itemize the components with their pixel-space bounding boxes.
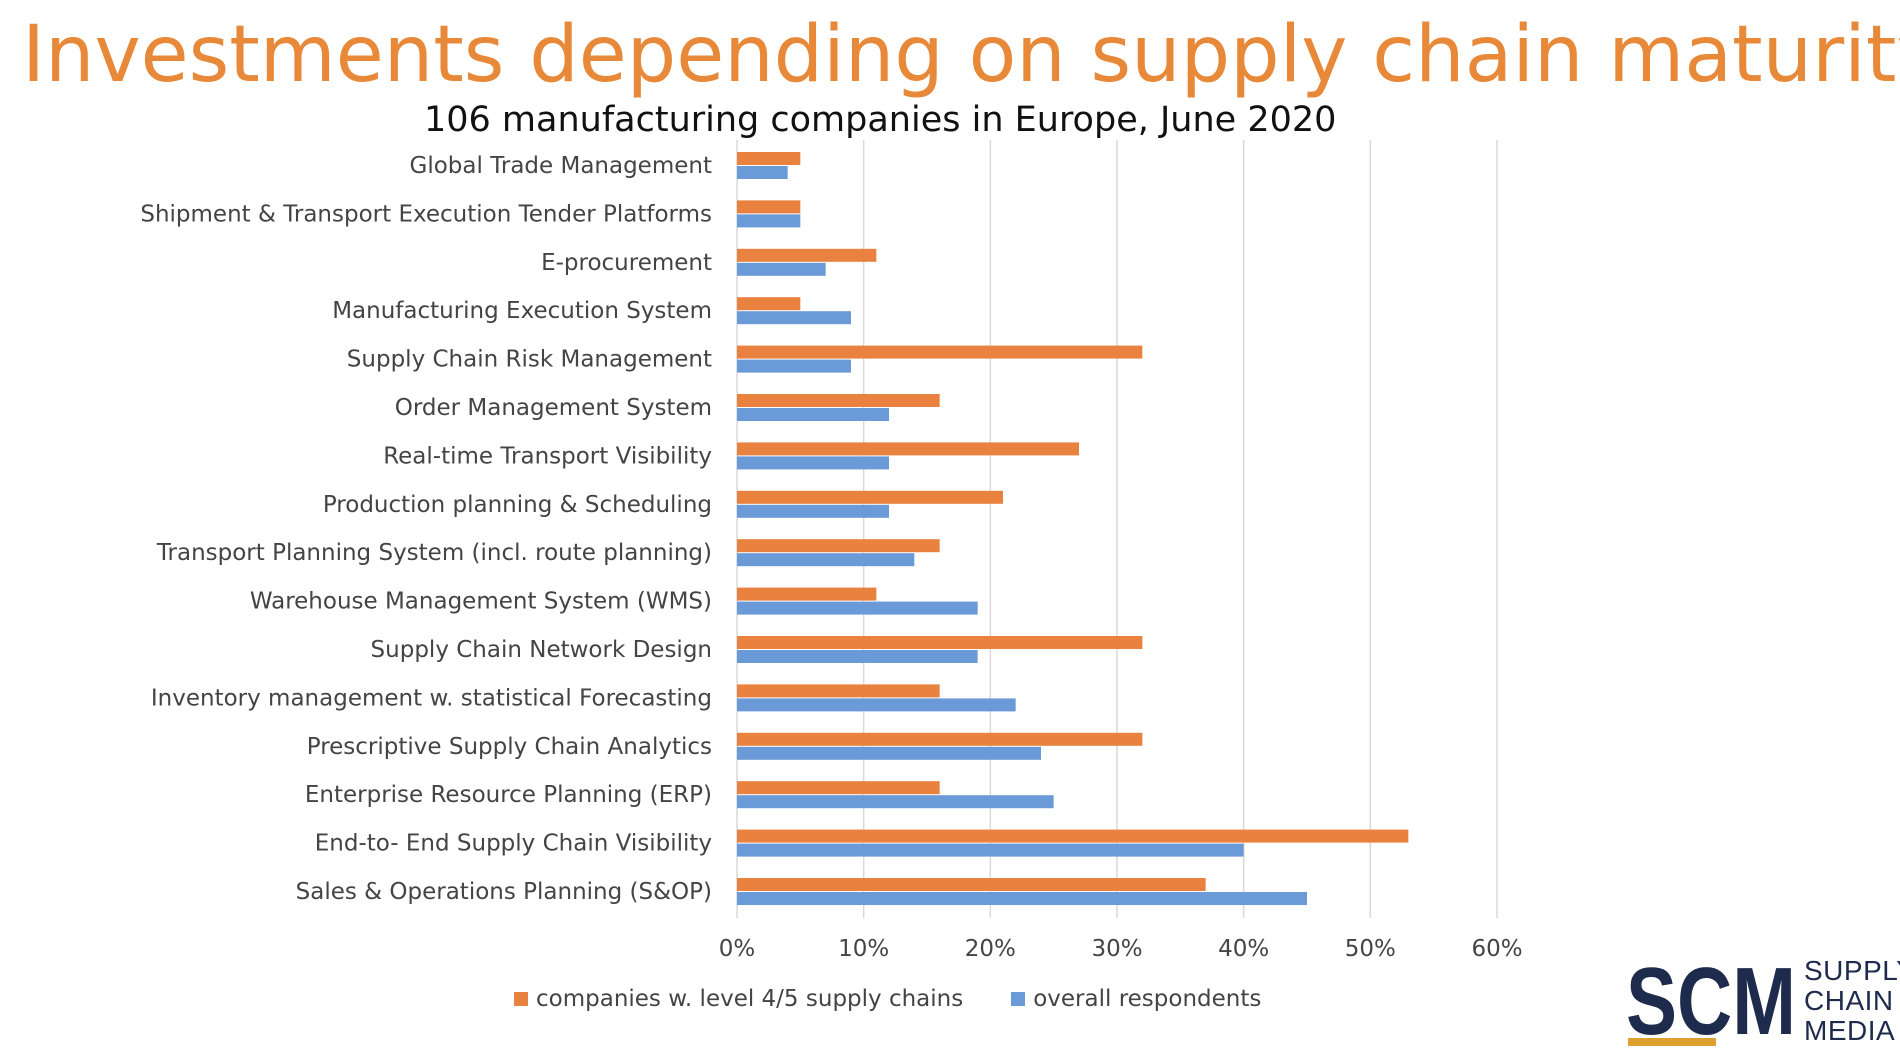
bar-overall xyxy=(737,456,889,470)
legend-swatch-level45 xyxy=(514,992,528,1006)
category-label: Real-time Transport Visibility xyxy=(383,443,712,469)
category-labels: Global Trade Management Shipment & Transp… xyxy=(140,153,712,905)
category-label: Production planning & Scheduling xyxy=(323,492,712,518)
category-label: Supply Chain Risk Management xyxy=(347,347,712,373)
x-tick-label: 0% xyxy=(719,936,756,962)
bar-overall xyxy=(737,166,788,179)
bar-level45 xyxy=(737,248,877,262)
category-label: Supply Chain Network Design xyxy=(371,637,712,663)
category-label: Prescriptive Supply Chain Analytics xyxy=(307,734,712,760)
x-tick-label: 10% xyxy=(838,936,889,962)
x-tick-label: 50% xyxy=(1345,936,1396,962)
logo-underline xyxy=(1628,1038,1716,1046)
bar-overall xyxy=(737,698,1016,712)
bar-level45 xyxy=(737,200,801,214)
bar-level45 xyxy=(737,152,801,165)
bar-level45 xyxy=(737,781,940,795)
bar-level45 xyxy=(737,684,940,698)
bar-overall xyxy=(737,746,1041,760)
bar-level45 xyxy=(737,490,1003,504)
bar-overall xyxy=(737,262,826,276)
bar-level45 xyxy=(737,345,1143,359)
category-label: Manufacturing Execution System xyxy=(332,298,712,324)
legend-item-level45: companies w. level 4/5 supply chains xyxy=(514,986,963,1012)
legend: companies w. level 4/5 supply chains ove… xyxy=(514,986,1261,1012)
bar-level45 xyxy=(737,442,1079,456)
x-tick-label: 20% xyxy=(965,936,1016,962)
category-label: E-procurement xyxy=(541,250,712,276)
slide-title: Investments depending on supply chain ma… xyxy=(22,10,1900,100)
category-label: Shipment & Transport Execution Tender Pl… xyxy=(140,201,712,227)
legend-swatch-overall xyxy=(1011,992,1026,1006)
bar-level45 xyxy=(737,587,877,601)
bar-level45 xyxy=(737,829,1409,843)
x-tick-label: 60% xyxy=(1471,936,1522,962)
category-label: Enterprise Resource Planning (ERP) xyxy=(305,782,712,808)
legend-label-overall: overall respondents xyxy=(1033,986,1262,1012)
bar-level45 xyxy=(737,394,940,407)
legend-item-overall: overall respondents xyxy=(1011,986,1261,1012)
category-label: End-to- End Supply Chain Visibility xyxy=(315,831,712,857)
logo-word-chain: CHAIN xyxy=(1804,985,1894,1016)
bar-level45 xyxy=(737,878,1206,891)
bar-overall xyxy=(737,359,851,373)
bar-overall xyxy=(737,311,851,325)
logo-word-supply: SUPPLY xyxy=(1804,955,1900,986)
bar-overall xyxy=(737,553,915,567)
category-label: Order Management System xyxy=(395,395,712,421)
bar-level45 xyxy=(737,636,1143,649)
scm-logo-mark: SCM xyxy=(1626,958,1796,1044)
category-label: Warehouse Management System (WMS) xyxy=(250,589,712,615)
scm-logo: SCM SUPPLY CHAIN MEDIA xyxy=(1626,952,1900,1052)
x-tick-label: 30% xyxy=(1091,936,1142,962)
bar-overall xyxy=(737,650,978,663)
x-axis-tick-labels: 0% 10% 20% 30% 40% 50% 60% xyxy=(719,936,1523,962)
bar-overall xyxy=(737,795,1054,809)
bar-level45 xyxy=(737,732,1143,746)
category-label: Inventory management w. statistical Fore… xyxy=(151,685,712,711)
bar-overall xyxy=(737,214,801,228)
bars xyxy=(737,152,1409,905)
category-label: Transport Planning System (incl. route p… xyxy=(156,540,712,566)
bar-overall xyxy=(737,843,1244,857)
bar-overall xyxy=(737,504,889,518)
logo-wordmark: SUPPLY CHAIN MEDIA xyxy=(1804,956,1900,1046)
bar-overall xyxy=(737,892,1307,905)
x-tick-label: 40% xyxy=(1218,936,1269,962)
legend-label-level45: companies w. level 4/5 supply chains xyxy=(536,986,964,1012)
bar-overall xyxy=(737,601,978,615)
logo-word-media: MEDIA xyxy=(1804,1015,1896,1046)
chart-title: 106 manufacturing companies in Europe, J… xyxy=(424,100,1337,140)
category-label: Sales & Operations Planning (S&OP) xyxy=(296,879,712,905)
bar-level45 xyxy=(737,297,801,311)
bar-overall xyxy=(737,408,889,421)
bar-level45 xyxy=(737,539,940,553)
category-label: Global Trade Management xyxy=(410,153,712,179)
svg-text:SCM: SCM xyxy=(1626,958,1796,1044)
